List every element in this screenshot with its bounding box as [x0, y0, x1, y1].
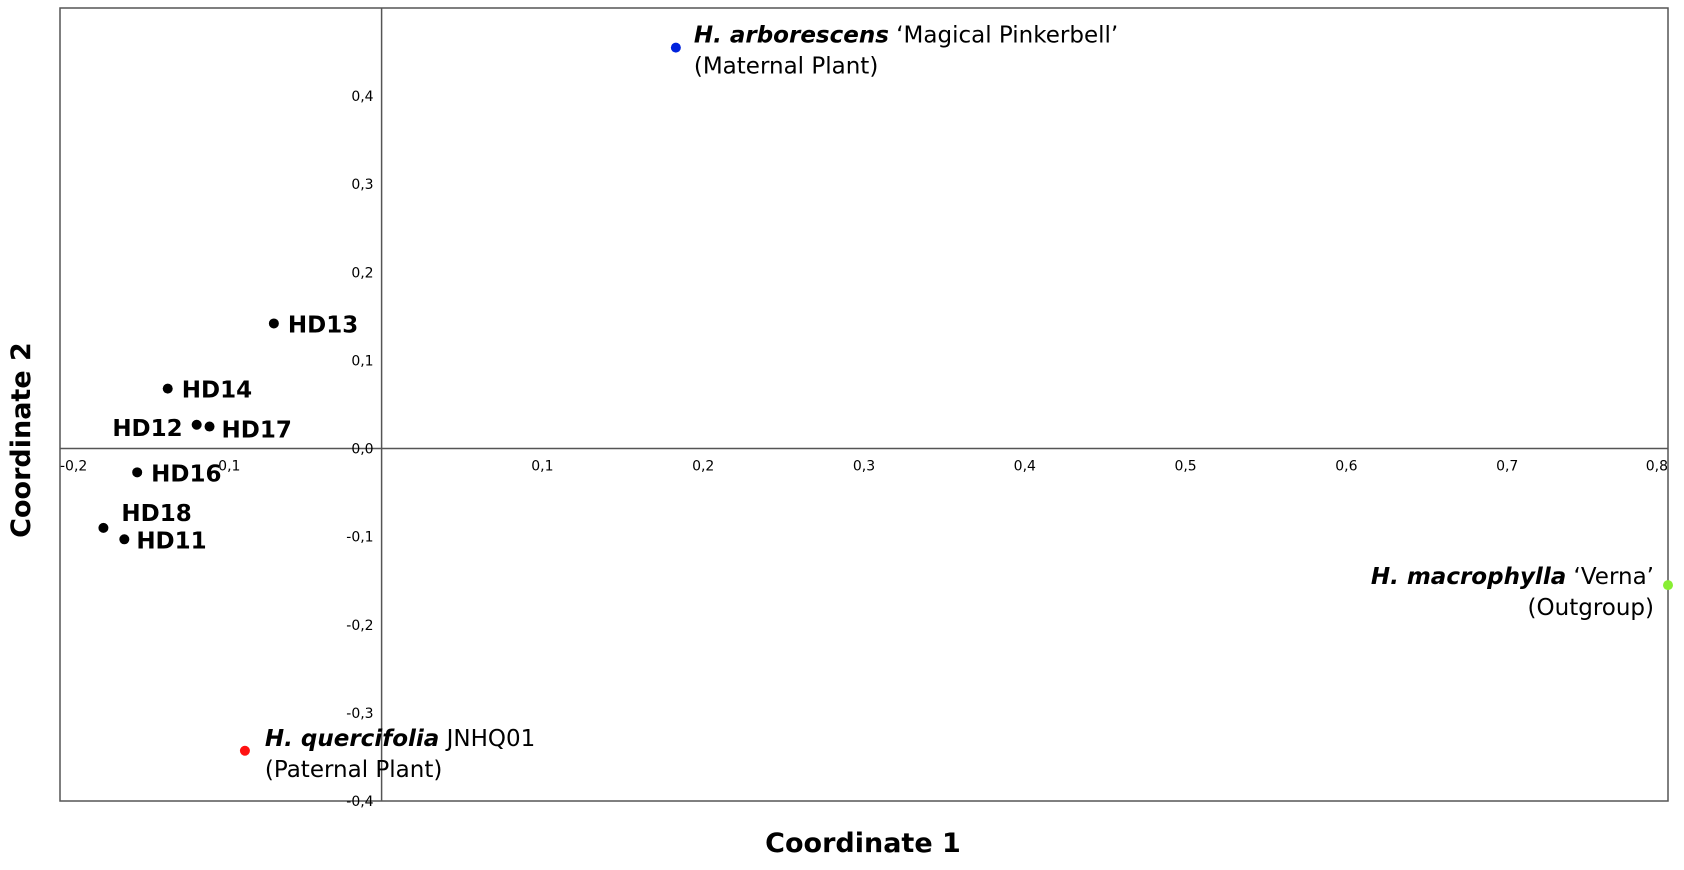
x-tick-label: -0,1	[213, 459, 240, 475]
label-outgroup-line1: H. macrophylla ‘Verna’	[1371, 564, 1654, 590]
y-tick-label: 0,1	[351, 353, 373, 369]
label-HD17: HD17	[222, 418, 292, 444]
y-tick-label: 0,4	[351, 89, 373, 105]
label-outgroup-line2: (Outgroup)	[1528, 595, 1654, 621]
point-HD16	[132, 467, 143, 478]
label-maternal-line2: (Maternal Plant)	[694, 54, 878, 80]
x-tick-label: 0,5	[1174, 459, 1196, 475]
data-points	[98, 42, 1673, 756]
y-axis-title: Coordinate 2	[6, 342, 37, 538]
label-HD14: HD14	[182, 378, 252, 404]
y-tick-label: -0,4	[346, 794, 373, 810]
point-HD12	[191, 419, 202, 430]
y-tick-label: 0,2	[351, 265, 373, 281]
point-paternal	[239, 745, 250, 756]
label-HD11: HD11	[136, 528, 206, 554]
x-tick-label: 0,1	[531, 459, 553, 475]
y-tick-label: 0,3	[351, 177, 373, 193]
y-tick-label: 0,0	[351, 442, 373, 458]
point-HD18	[98, 522, 109, 533]
x-tick-label: 0,7	[1496, 459, 1518, 475]
label-paternal-line1: H. quercifolia JNHQ01	[265, 726, 535, 752]
point-maternal	[670, 42, 681, 53]
y-tick-label: -0,2	[346, 618, 373, 634]
x-tick-label: 0,8	[1646, 459, 1668, 475]
point-HD17	[204, 421, 215, 432]
plot-frame	[59, 7, 1669, 802]
label-HD18: HD18	[121, 501, 191, 527]
point-outgroup	[1663, 580, 1673, 591]
y-tick-label: -0,1	[346, 530, 373, 546]
x-tick-label: 0,2	[692, 459, 714, 475]
x-tick-label: 0,4	[1014, 459, 1036, 475]
label-paternal-line2: (Paternal Plant)	[265, 757, 442, 783]
point-HD14	[162, 383, 173, 394]
x-axis-title: Coordinate 1	[765, 828, 961, 859]
y-tick-label: -0,3	[346, 706, 373, 722]
label-HD16: HD16	[151, 461, 221, 487]
label-HD13: HD13	[288, 312, 358, 338]
point-HD13	[268, 318, 279, 329]
label-HD12: HD12	[112, 416, 182, 442]
x-tick-label: 0,3	[853, 459, 875, 475]
y-tick-labels: 0,4 0,3 0,2 0,1 0,0 -0,1 -0,2 -0,3 -0,4	[346, 89, 373, 810]
axes	[60, 8, 1668, 801]
label-maternal-line1: H. arborescens ‘Magical Pinkerbell’	[694, 23, 1118, 49]
point-HD11	[119, 534, 130, 545]
x-tick-label: 0,6	[1335, 459, 1357, 475]
x-tick-label: -0,2	[60, 459, 87, 475]
x-tick-labels: -0,2 -0,1 0,1 0,2 0,3 0,4 0,5 0,6 0,7 0,8	[60, 459, 1668, 475]
